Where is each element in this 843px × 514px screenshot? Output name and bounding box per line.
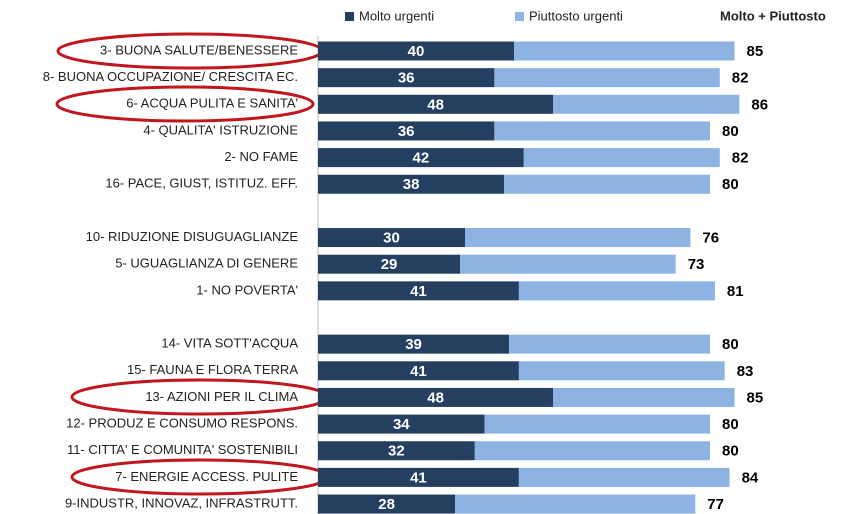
value-label: 30 (383, 230, 400, 247)
bar-segment (514, 41, 735, 61)
bar-segment (318, 414, 485, 434)
bar-segment (518, 467, 730, 487)
bar-segment (523, 148, 720, 168)
value-label: 39 (405, 336, 422, 353)
bar-segment (318, 467, 519, 487)
legend-swatch (345, 12, 354, 21)
highlight-ellipse (55, 85, 315, 123)
category-label: 1- NO POVERTA' (196, 282, 298, 297)
bar-segment (318, 334, 510, 354)
bar-segment (318, 441, 475, 461)
bar-segment (518, 361, 725, 381)
category-label: 16- PACE, GIUST, ISTITUZ. EFF. (105, 176, 298, 191)
category-label: 5- UGUAGLIANZA DI GENERE (115, 256, 298, 271)
totals-header: Molto + Piuttosto (720, 8, 826, 23)
value-label: 40 (408, 43, 425, 60)
total-label: 84 (742, 469, 759, 486)
total-label: 80 (722, 123, 739, 140)
bar-segment (318, 94, 554, 114)
bar-segment (318, 41, 514, 61)
value-label: 38 (403, 176, 420, 193)
bar-segment (318, 228, 465, 248)
bar-segment (318, 494, 456, 514)
value-label: 28 (378, 496, 395, 513)
category-label: 10- RIDUZIONE DISUGUAGLIANZE (86, 229, 299, 244)
bar-segment (318, 68, 495, 88)
category-label: 12- PRODUZ E CONSUMO RESPONS. (66, 416, 298, 431)
total-label: 85 (747, 389, 764, 406)
category-label: 9-INDUSTR, INNOVAZ, INFRASTRUTT. (65, 495, 298, 510)
value-label: 42 (413, 150, 430, 167)
category-label: 13- AZIONI PER IL CLIMA (145, 389, 298, 404)
bar-segment (509, 334, 710, 354)
category-label: 14- VITA SOTT'ACQUA (161, 336, 298, 351)
bar-segment (553, 94, 740, 114)
bar-segment (484, 414, 710, 434)
category-label: 8- BUONA OCCUPAZIONE/ CRESCITA EC. (43, 69, 298, 84)
total-label: 82 (732, 150, 749, 167)
bar-segment (318, 281, 519, 301)
value-label: 36 (398, 123, 415, 140)
value-label: 41 (410, 283, 427, 300)
value-label: 34 (393, 416, 410, 433)
bar-segment (504, 174, 710, 194)
bar-segment (318, 387, 554, 407)
legend-label: Piuttosto urgenti (529, 8, 623, 23)
category-label: 6- ACQUA PULITA E SANITA' (126, 96, 298, 111)
legend-label: Molto urgenti (359, 8, 434, 23)
bar-segment (318, 148, 524, 168)
value-label: 32 (388, 443, 405, 460)
bar-segment (455, 494, 696, 514)
category-label: 15- FAUNA E FLORA TERRA (127, 362, 298, 377)
bar-segment (474, 441, 710, 461)
category-label: 2- NO FAME (224, 149, 298, 164)
bar-segment (318, 121, 495, 141)
bar-segment (318, 254, 461, 274)
value-label: 29 (381, 256, 398, 273)
category-label: 4- QUALITA' ISTRUZIONE (143, 122, 298, 137)
bar-segment (494, 68, 720, 88)
bar-segment (494, 121, 710, 141)
bar-segment (318, 361, 519, 381)
total-label: 73 (688, 256, 705, 273)
total-label: 83 (737, 363, 754, 380)
bar-segment (460, 254, 676, 274)
value-label: 41 (410, 363, 427, 380)
legend-swatch (515, 12, 524, 21)
total-label: 76 (702, 230, 719, 247)
total-label: 85 (747, 43, 764, 60)
total-label: 82 (732, 70, 749, 87)
value-label: 36 (398, 70, 415, 87)
category-label: 11- CITTA' E COMUNITA' SOSTENIBILI (67, 442, 298, 457)
bar-segment (553, 387, 735, 407)
value-label: 48 (427, 389, 444, 406)
total-label: 80 (722, 176, 739, 193)
total-label: 80 (722, 416, 739, 433)
category-label: 3- BUONA SALUTE/BENESSERE (100, 42, 298, 57)
bar-segment (465, 228, 691, 248)
total-label: 86 (751, 96, 768, 113)
total-label: 77 (707, 496, 724, 513)
total-label: 81 (727, 283, 744, 300)
value-label: 48 (427, 96, 444, 113)
value-label: 41 (410, 469, 427, 486)
bar-segment (318, 174, 505, 194)
bar-segment (518, 281, 715, 301)
total-label: 80 (722, 443, 739, 460)
total-label: 80 (722, 336, 739, 353)
category-label: 7- ENERGIE ACCESS. PULITE (115, 469, 298, 484)
